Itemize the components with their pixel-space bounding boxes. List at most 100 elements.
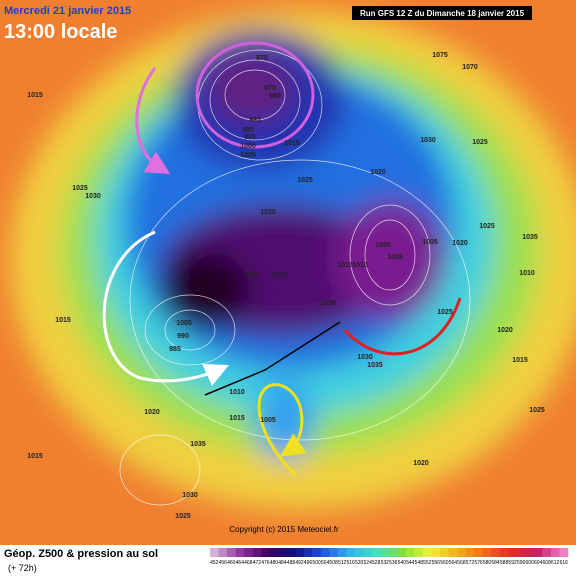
scale-cell: [235, 548, 245, 557]
scale-cell: [448, 548, 458, 557]
scale-label: 492: [295, 560, 304, 566]
scale-label: 520: [355, 560, 364, 566]
red-arc: [343, 297, 462, 356]
scale-cell: [550, 548, 560, 557]
isobar-label: 995: [244, 134, 256, 141]
scale-cell: [227, 548, 236, 557]
scale-label: 504: [321, 560, 330, 566]
isobar-label: 1070: [462, 64, 478, 71]
isobar-label: 1010: [229, 389, 245, 396]
isobars: [119, 49, 471, 506]
scale-cell: [559, 548, 569, 557]
scale-cell: [295, 548, 305, 557]
scale-label: 584: [491, 560, 500, 566]
scale-cell: [389, 548, 398, 557]
isobar-label: 1020: [144, 409, 160, 416]
scale-label: 532: [381, 560, 390, 566]
scale-label: 528: [372, 560, 381, 566]
scale-cell: [482, 548, 492, 557]
scale-label: 564: [449, 560, 458, 566]
isobar-label: 1025: [479, 223, 495, 230]
isobar-label: 1030: [357, 354, 373, 361]
scale-label: 456: [219, 560, 228, 566]
scale-cell: [261, 548, 270, 557]
copyright: Copyright (c) 2015 Meteociel.fr: [229, 525, 339, 534]
scale-label: 508: [329, 560, 338, 566]
scale-label: 464: [236, 560, 245, 566]
scale-label: 612: [551, 560, 560, 566]
isobar-label: 1035: [190, 441, 206, 448]
isobar-label: 1025: [175, 513, 191, 520]
scale-cell: [542, 548, 552, 557]
isobar-labels: 1015970975980985990995100010051015102510…: [27, 52, 545, 520]
scale-label: 540: [398, 560, 407, 566]
scale-label: 616: [560, 560, 569, 566]
isobar-label: 1015: [337, 262, 353, 269]
scale-label: 488: [287, 560, 296, 566]
scale-cell: [397, 548, 407, 557]
scale-label: 608: [543, 560, 552, 566]
scale-label: 460: [227, 560, 236, 566]
yellow-loop: [257, 383, 307, 477]
scale-label: 452: [210, 560, 219, 566]
scale-label: 524: [364, 560, 373, 566]
isobar-label: 1025: [437, 309, 453, 316]
low-east: [335, 200, 445, 320]
isobar-label: 1035: [522, 234, 538, 241]
isobar-label: 1030: [85, 193, 101, 200]
isobar-label: 1035: [367, 362, 383, 369]
valid-date: Mercredi 21 janvier 2015: [4, 5, 131, 17]
scale-label: 580: [483, 560, 492, 566]
scale-label: 496: [304, 560, 313, 566]
scale-cell: [312, 548, 322, 557]
color-scale: 452 456 460 464 468 472 476 480 484 488 492 496 500 5…: [210, 548, 569, 566]
isobar-label: 985: [169, 346, 181, 353]
scale-cell: [499, 548, 509, 557]
scale-label: 548: [415, 560, 424, 566]
isobar-label: 1000: [375, 242, 391, 249]
isobar-label: 1010: [272, 272, 288, 279]
isobar-label: 1010: [352, 262, 368, 269]
scale-label: 560: [440, 560, 449, 566]
magenta-arrow: [135, 67, 171, 175]
scale-label: 596: [517, 560, 526, 566]
front-line: [204, 321, 341, 396]
scale-cell: [491, 548, 501, 557]
isobar-label: 1000: [240, 143, 256, 150]
scale-label: 592: [508, 560, 517, 566]
low-north: [205, 53, 295, 123]
isobar-label: 1010: [242, 272, 258, 279]
isobar-label: 1005: [422, 239, 438, 246]
run-box: [352, 6, 532, 20]
scale-label: 568: [457, 560, 466, 566]
scale-cell: [320, 548, 330, 557]
isobar-label: 990: [242, 127, 254, 134]
scale-cell: [431, 548, 441, 557]
scale-label: 500: [312, 560, 321, 566]
isobar-label: 1015: [55, 317, 71, 324]
scale-label: 576: [474, 560, 483, 566]
isobar-label: 1020: [497, 327, 513, 334]
isobar-label: 1015: [27, 92, 43, 99]
scale-cell: [363, 548, 373, 557]
isobar-label: 990: [177, 333, 189, 340]
scale-cell: [414, 548, 424, 557]
scale-cell: [329, 548, 339, 557]
scale-label: 604: [534, 560, 543, 566]
isobar-label: 1010: [519, 270, 535, 277]
isobar-label: 985: [249, 117, 261, 124]
isobar-label: 975: [264, 85, 276, 92]
footer-title: Géop. Z500 & pression au sol: [4, 548, 158, 560]
scale-label: 476: [261, 560, 270, 566]
isobar-label: 1015: [229, 415, 245, 422]
isobar-label: 1015: [284, 140, 300, 147]
scale-label: 516: [346, 560, 355, 566]
scale-cell: [533, 548, 543, 557]
scale-label: 484: [278, 560, 287, 566]
scale-label: 472: [253, 560, 262, 566]
isobar-label: 1025: [472, 139, 488, 146]
scale-cell: [346, 548, 356, 557]
scale-cell: [440, 548, 449, 557]
scale-label: 552: [423, 560, 432, 566]
